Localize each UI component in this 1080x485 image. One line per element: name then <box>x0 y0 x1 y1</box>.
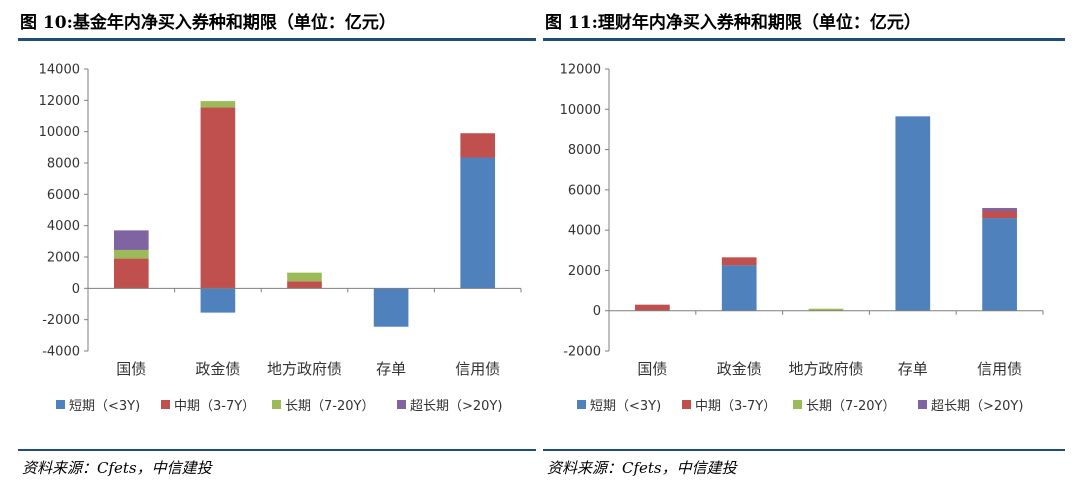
legend-label: 超长期（>20Y) <box>931 399 1023 414</box>
bar-segment <box>287 281 322 289</box>
y-tick-label: 0 <box>72 282 80 297</box>
legend-swatch <box>397 400 406 409</box>
bar-segment <box>460 157 496 289</box>
footer-divider <box>18 449 536 451</box>
footer-divider <box>543 449 1065 451</box>
legend-label: 短期（<3Y) <box>69 399 140 414</box>
legend-swatch <box>918 400 927 409</box>
y-tick-label: 14000 <box>39 63 80 78</box>
y-tick-label: -4000 <box>42 345 80 360</box>
x-tick-label: 政金债 <box>195 360 240 378</box>
chart-panel-wealth: 图 11:理财年内净买入券种和期限（单位：亿元） 12000 10000 8000 6… <box>543 0 1065 485</box>
bar-segment <box>200 107 236 289</box>
bar-segment <box>982 218 1017 311</box>
x-tick-label: 地方政府债 <box>788 360 863 378</box>
bar-segment <box>635 304 670 311</box>
source-note: 资料来源：Cfets，中信建投 <box>22 459 212 477</box>
x-tick-label: 国债 <box>116 360 146 378</box>
bar-segment <box>200 288 236 313</box>
bar-chart-fund: 14000 12000 10000 8000 6000 4000 2000 0 -2000 -40… <box>39 63 522 414</box>
y-tick-label: 12000 <box>39 94 80 109</box>
x-tick-label: 信用债 <box>977 360 1022 378</box>
y-tick-label: 6000 <box>568 183 601 198</box>
legend-label: 超长期（>20Y) <box>410 399 502 414</box>
bar-segment <box>982 211 1017 219</box>
legend-label: 中期（3-7Y） <box>174 399 255 414</box>
bar-segment <box>287 272 322 282</box>
chart-title: 图 10:基金年内净买入券种和期限（单位：亿元） <box>20 13 396 33</box>
bar-segment <box>113 258 149 289</box>
bar-segment <box>200 101 236 108</box>
bar-segment <box>895 116 931 311</box>
legend-label: 中期（3-7Y） <box>695 399 776 414</box>
x-tick-label: 地方政府债 <box>267 360 342 378</box>
y-tick-label: 0 <box>593 304 601 319</box>
title-divider <box>543 38 1065 41</box>
y-tick-label: 6000 <box>47 188 80 203</box>
bar-segment <box>982 207 1017 212</box>
y-tick-label: 2000 <box>568 264 601 279</box>
x-tick-label: 存单 <box>898 360 928 378</box>
bar-chart-wealth: 12000 10000 8000 6000 4000 2000 0 -2000 国债 政金债 地方政… <box>560 63 1044 414</box>
bar-segment <box>460 133 496 158</box>
legend-swatch <box>577 400 586 409</box>
bar-segment <box>721 257 757 266</box>
title-divider <box>18 38 536 41</box>
chart-panel-fund: 图 10:基金年内净买入券种和期限（单位：亿元） 14000 12000 10000… <box>18 0 536 485</box>
legend-label: 长期（7-20Y） <box>285 399 374 414</box>
y-tick-label: 8000 <box>568 143 601 158</box>
x-tick-label: 政金债 <box>717 360 762 378</box>
y-tick-label: -2000 <box>42 313 80 328</box>
bar-segment <box>721 265 757 311</box>
y-tick-label: 10000 <box>560 103 601 118</box>
bar-segment <box>113 249 149 259</box>
legend-swatch <box>161 400 170 409</box>
bar-segment <box>113 230 149 250</box>
y-tick-label: 12000 <box>560 63 601 78</box>
x-tick-label: 存单 <box>376 360 406 378</box>
source-note: 资料来源：Cfets，中信建投 <box>547 459 737 477</box>
y-tick-label: 2000 <box>47 251 80 266</box>
legend-swatch <box>272 400 281 409</box>
y-tick-label: 10000 <box>39 125 80 140</box>
legend-label: 短期（<3Y) <box>590 399 661 414</box>
chart-title: 图 11:理财年内净买入券种和期限（单位：亿元） <box>545 13 921 33</box>
bar-segment <box>808 308 844 311</box>
y-tick-label: -2000 <box>563 345 601 360</box>
y-tick-label: 4000 <box>568 224 601 239</box>
y-tick-label: 4000 <box>47 219 80 234</box>
bar-segment <box>373 288 409 327</box>
y-tick-label: 8000 <box>47 157 80 172</box>
x-tick-label: 国债 <box>637 360 667 378</box>
legend-swatch <box>793 400 802 409</box>
x-tick-label: 信用债 <box>455 360 500 378</box>
legend-swatch <box>682 400 691 409</box>
legend-swatch <box>56 400 65 409</box>
legend-label: 长期（7-20Y） <box>806 399 895 414</box>
